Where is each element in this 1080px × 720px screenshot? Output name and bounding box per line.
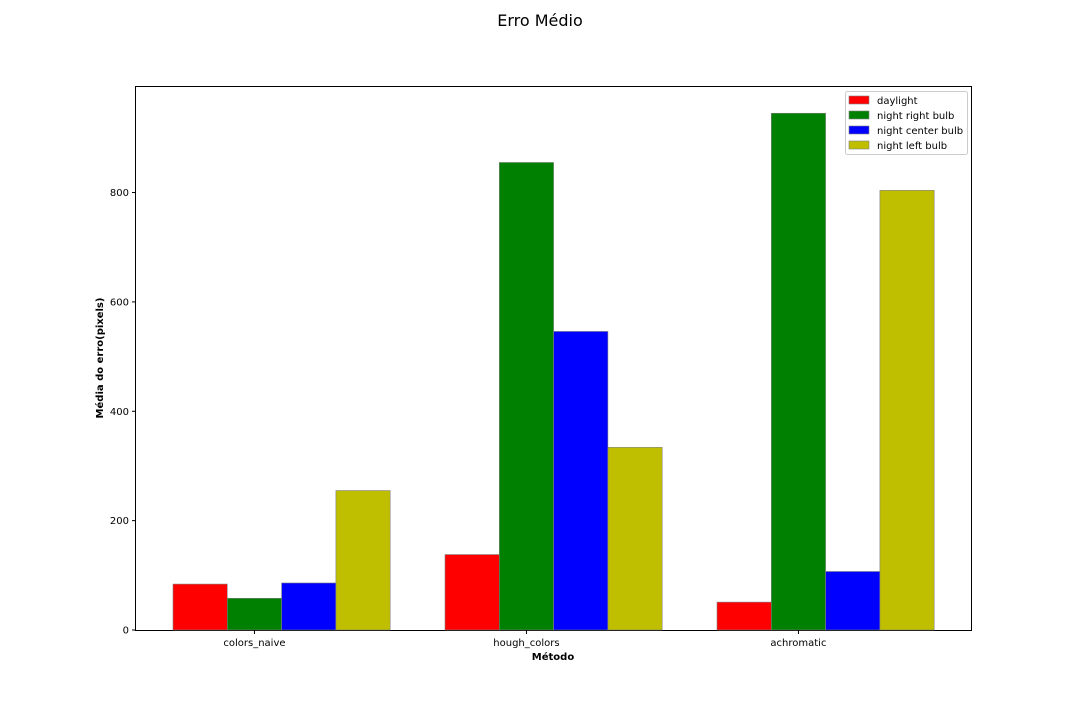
y-tick-label: 200 — [110, 516, 129, 527]
y-tick-label: 600 — [110, 297, 129, 308]
legend-label: night right bulb — [877, 111, 954, 122]
x-axis: colors_naive hough_colors achromatic — [223, 630, 826, 649]
legend: daylight night right bulb night center bul… — [845, 91, 968, 155]
chart-title: Erro Médio — [497, 11, 583, 30]
legend-label: daylight — [877, 96, 918, 107]
x-tick-label: hough_colors — [493, 638, 559, 649]
bar-night-right-bulb-colors_naive — [227, 597, 282, 631]
y-tick-label: 800 — [110, 188, 129, 199]
x-tick-label: achromatic — [770, 638, 826, 649]
y-tick-label: 400 — [110, 407, 129, 418]
bar-daylight-colors_naive — [172, 583, 228, 631]
bar-night-center-bulb-achromatic — [825, 571, 881, 631]
bar-night-center-bulb-colors_naive — [281, 582, 337, 631]
bar-night-left-bulb-hough_colors — [607, 447, 663, 631]
bar-night-center-bulb-hough_colors — [553, 331, 609, 631]
legend-swatch — [848, 95, 870, 105]
bars-group — [172, 112, 935, 631]
y-tick-label: 0 — [123, 626, 129, 637]
bar-night-right-bulb-achromatic — [770, 112, 826, 631]
legend-frame — [845, 91, 968, 155]
bar-daylight-achromatic — [716, 601, 772, 631]
x-tick-label: colors_naive — [223, 638, 285, 649]
bar-night-left-bulb-colors_naive — [335, 490, 391, 631]
y-axis: 0 200 400 600 800 — [110, 188, 136, 637]
x-axis-label: Método — [532, 651, 575, 663]
bar-night-left-bulb-achromatic — [879, 190, 935, 631]
legend-swatch — [848, 125, 870, 135]
bar-night-right-bulb-hough_colors — [498, 162, 554, 631]
legend-swatch — [848, 140, 870, 150]
legend-label: night center bulb — [877, 126, 963, 137]
y-axis-label: Média do erro(pixels) — [94, 298, 106, 419]
bar-daylight-hough_colors — [444, 554, 500, 631]
plot-area — [135, 86, 972, 631]
legend-swatch — [848, 110, 870, 120]
legend-label: night left bulb — [877, 141, 947, 152]
